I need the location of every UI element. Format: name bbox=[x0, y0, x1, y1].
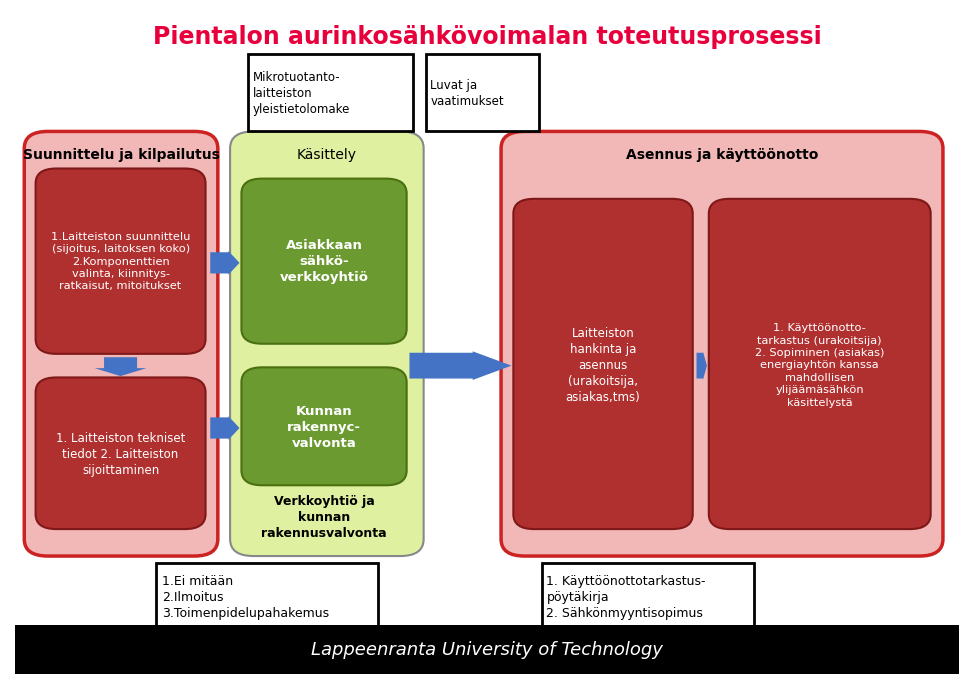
Text: Lappeenranta University of Technology: Lappeenranta University of Technology bbox=[311, 641, 663, 658]
FancyBboxPatch shape bbox=[248, 54, 413, 131]
Text: Kunnan
rakennус-
valvonta: Kunnan rakennус- valvonta bbox=[287, 406, 361, 450]
FancyBboxPatch shape bbox=[242, 179, 407, 344]
FancyBboxPatch shape bbox=[242, 367, 407, 485]
Text: 1. Käyttöönottotarkastus-
pöytäkirja
2. Sähkönmyyntisopimus: 1. Käyttöönottotarkastus- pöytäkirja 2. … bbox=[547, 576, 706, 620]
Polygon shape bbox=[210, 416, 240, 440]
Polygon shape bbox=[95, 357, 147, 376]
Polygon shape bbox=[409, 351, 511, 380]
FancyBboxPatch shape bbox=[35, 168, 205, 354]
Text: 1.Ei mitään
2.Ilmoitus
3.Toimenpidelupahakemus: 1.Ei mitään 2.Ilmoitus 3.Toimenpidelupah… bbox=[162, 576, 329, 620]
Text: Suunnittelu ja kilpailutus: Suunnittelu ja kilpailutus bbox=[23, 148, 220, 162]
Text: 1.Laitteiston suunnittelu
(sijoitus, laitoksen koko)
2.Komponenttien
valinta, ki: 1.Laitteiston suunnittelu (sijoitus, lai… bbox=[51, 232, 190, 291]
FancyBboxPatch shape bbox=[24, 131, 218, 556]
FancyBboxPatch shape bbox=[501, 131, 943, 556]
FancyBboxPatch shape bbox=[35, 377, 205, 529]
Text: Laitteiston
hankinta ja
asennus
(urakoitsija,
asiakas,tms): Laitteiston hankinta ja asennus (urakoit… bbox=[566, 327, 641, 404]
Text: Pientalon aurinkosähkövoimalan toteutusprosessi: Pientalon aurinkosähkövoimalan toteutusp… bbox=[152, 25, 821, 49]
FancyBboxPatch shape bbox=[513, 199, 692, 529]
FancyBboxPatch shape bbox=[426, 54, 539, 131]
FancyBboxPatch shape bbox=[709, 199, 930, 529]
Text: 1. Käyttöönotto-
tarkastus (urakoitsija)
2. Sopiminen (asiakas)
energiayhtön kan: 1. Käyttöönotto- tarkastus (urakoitsija)… bbox=[755, 323, 884, 408]
FancyBboxPatch shape bbox=[542, 563, 754, 630]
FancyBboxPatch shape bbox=[156, 563, 379, 630]
FancyBboxPatch shape bbox=[230, 131, 424, 556]
Bar bbox=[14, 625, 959, 674]
Text: Luvat ja
vaatimukset: Luvat ja vaatimukset bbox=[431, 78, 503, 108]
Text: Mikrotuotanto-
laitteiston
yleistietolomake: Mikrotuotanto- laitteiston yleistietolom… bbox=[253, 71, 350, 115]
Text: 1. Laitteiston tekniset
tiedot 2. Laitteiston
sijoittaminen: 1. Laitteiston tekniset tiedot 2. Laitte… bbox=[56, 433, 185, 477]
Text: Asiakkaan
sähkö-
verkkoyhtiö: Asiakkaan sähkö- verkkoyhtiö bbox=[279, 239, 368, 284]
Text: Verkkoyhtiö ja
kunnan
rakennusvalvonta: Verkkoyhtiö ja kunnan rakennusvalvonta bbox=[261, 495, 386, 540]
Polygon shape bbox=[696, 351, 707, 380]
Text: Asennus ja käyttöönotto: Asennus ja käyttöönotto bbox=[626, 148, 818, 162]
Polygon shape bbox=[210, 251, 240, 275]
Text: Käsittely: Käsittely bbox=[296, 148, 357, 162]
